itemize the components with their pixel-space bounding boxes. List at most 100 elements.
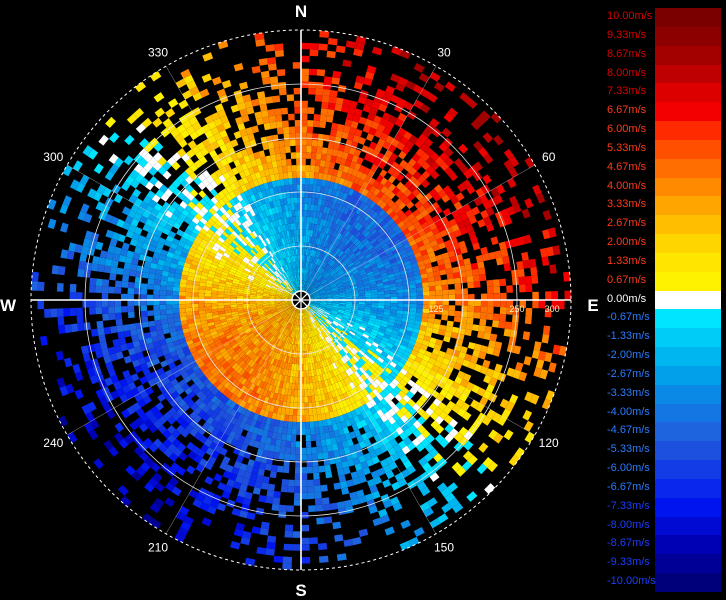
velocity-bin [248, 250, 255, 257]
velocity-bin [328, 334, 335, 341]
velocity-bin [318, 166, 325, 174]
velocity-bin [203, 389, 212, 398]
velocity-bin [260, 278, 267, 284]
velocity-bin [318, 361, 323, 368]
velocity-bin [349, 282, 357, 286]
velocity-bin [382, 464, 392, 474]
velocity-bin [236, 366, 244, 374]
velocity-bin [202, 378, 211, 386]
velocity-bin [353, 273, 361, 279]
velocity-bin [212, 493, 222, 503]
velocity-bin [252, 377, 259, 386]
velocity-bin [416, 352, 425, 360]
velocity-bin [164, 369, 173, 378]
velocity-bin [122, 268, 131, 276]
velocity-bin [363, 311, 371, 315]
velocity-bin [353, 345, 361, 352]
velocity-bin [310, 223, 315, 231]
velocity-bin [255, 357, 262, 364]
velocity-bin [448, 310, 455, 317]
velocity-bin [132, 340, 141, 348]
velocity-bin [350, 244, 357, 251]
velocity-bin [358, 528, 369, 537]
velocity-bin [351, 290, 359, 293]
velocity-bin [277, 387, 283, 395]
velocity-bin [295, 312, 298, 319]
velocity-bin [269, 405, 275, 413]
velocity-bin [310, 389, 315, 396]
velocity-bin [318, 318, 324, 324]
velocity-bin [310, 287, 317, 293]
velocity-bin [359, 337, 367, 344]
velocity-bin [412, 383, 421, 391]
velocity-bin [443, 147, 454, 158]
velocity-bin [308, 269, 311, 276]
velocity-bin [183, 243, 192, 251]
velocity-bin [217, 263, 225, 269]
velocity-bin [193, 454, 203, 464]
velocity-bin [83, 322, 91, 331]
velocity-bin [305, 248, 309, 256]
velocity-bin [180, 316, 187, 322]
velocity-bin [434, 206, 443, 215]
velocity-bin [276, 339, 282, 347]
velocity-bin [337, 507, 347, 516]
velocity-bin [215, 239, 223, 247]
velocity-bin [272, 283, 279, 288]
velocity-bin [87, 367, 96, 377]
velocity-bin [81, 404, 91, 415]
velocity-bin [287, 421, 293, 429]
velocity-bin [187, 357, 196, 365]
velocity-bin [247, 479, 256, 488]
velocity-bin [411, 262, 419, 269]
velocity-bin [391, 170, 400, 179]
velocity-bin [530, 266, 538, 276]
velocity-bin [288, 317, 293, 324]
velocity-bin [178, 337, 187, 344]
velocity-bin [199, 375, 208, 383]
velocity-bin [421, 170, 431, 180]
velocity-bin [341, 330, 348, 336]
velocity-bin [182, 266, 190, 272]
velocity-bin [346, 383, 353, 391]
velocity-bin [123, 155, 134, 166]
velocity-bin [343, 446, 351, 455]
velocity-bin [325, 365, 330, 373]
velocity-bin [111, 184, 122, 194]
velocity-bin [200, 206, 209, 214]
velocity-bin [362, 278, 369, 283]
velocity-bin [387, 416, 396, 425]
velocity-bin [244, 308, 251, 312]
velocity-bin [397, 347, 405, 355]
velocity-bin [349, 174, 356, 183]
velocity-bin [323, 248, 329, 255]
velocity-bin [320, 108, 328, 116]
velocity-bin [313, 237, 317, 244]
velocity-bin [370, 331, 378, 337]
velocity-bin [378, 430, 387, 440]
velocity-bin [319, 205, 325, 213]
velocity-bin [230, 340, 237, 347]
velocity-bin [399, 213, 408, 221]
velocity-bin [397, 220, 405, 229]
velocity-bin [358, 326, 366, 331]
velocity-bin [250, 258, 257, 265]
velocity-bin [152, 234, 161, 243]
velocity-bin [437, 402, 447, 411]
velocity-bin [250, 344, 257, 351]
velocity-bin [307, 236, 310, 243]
velocity-bin [363, 153, 372, 162]
velocity-bin [324, 273, 330, 279]
velocity-bin [304, 268, 307, 275]
velocity-bin [210, 215, 218, 223]
velocity-bin [284, 388, 289, 396]
velocity-bin [331, 309, 338, 314]
velocity-bin [339, 301, 346, 304]
velocity-bin [209, 327, 217, 333]
velocity-bin [159, 290, 167, 296]
velocity-bin [267, 341, 273, 348]
velocity-bin [187, 201, 196, 210]
velocity-bin [333, 320, 340, 326]
velocity-bin [314, 217, 319, 225]
velocity-bin [371, 294, 379, 298]
